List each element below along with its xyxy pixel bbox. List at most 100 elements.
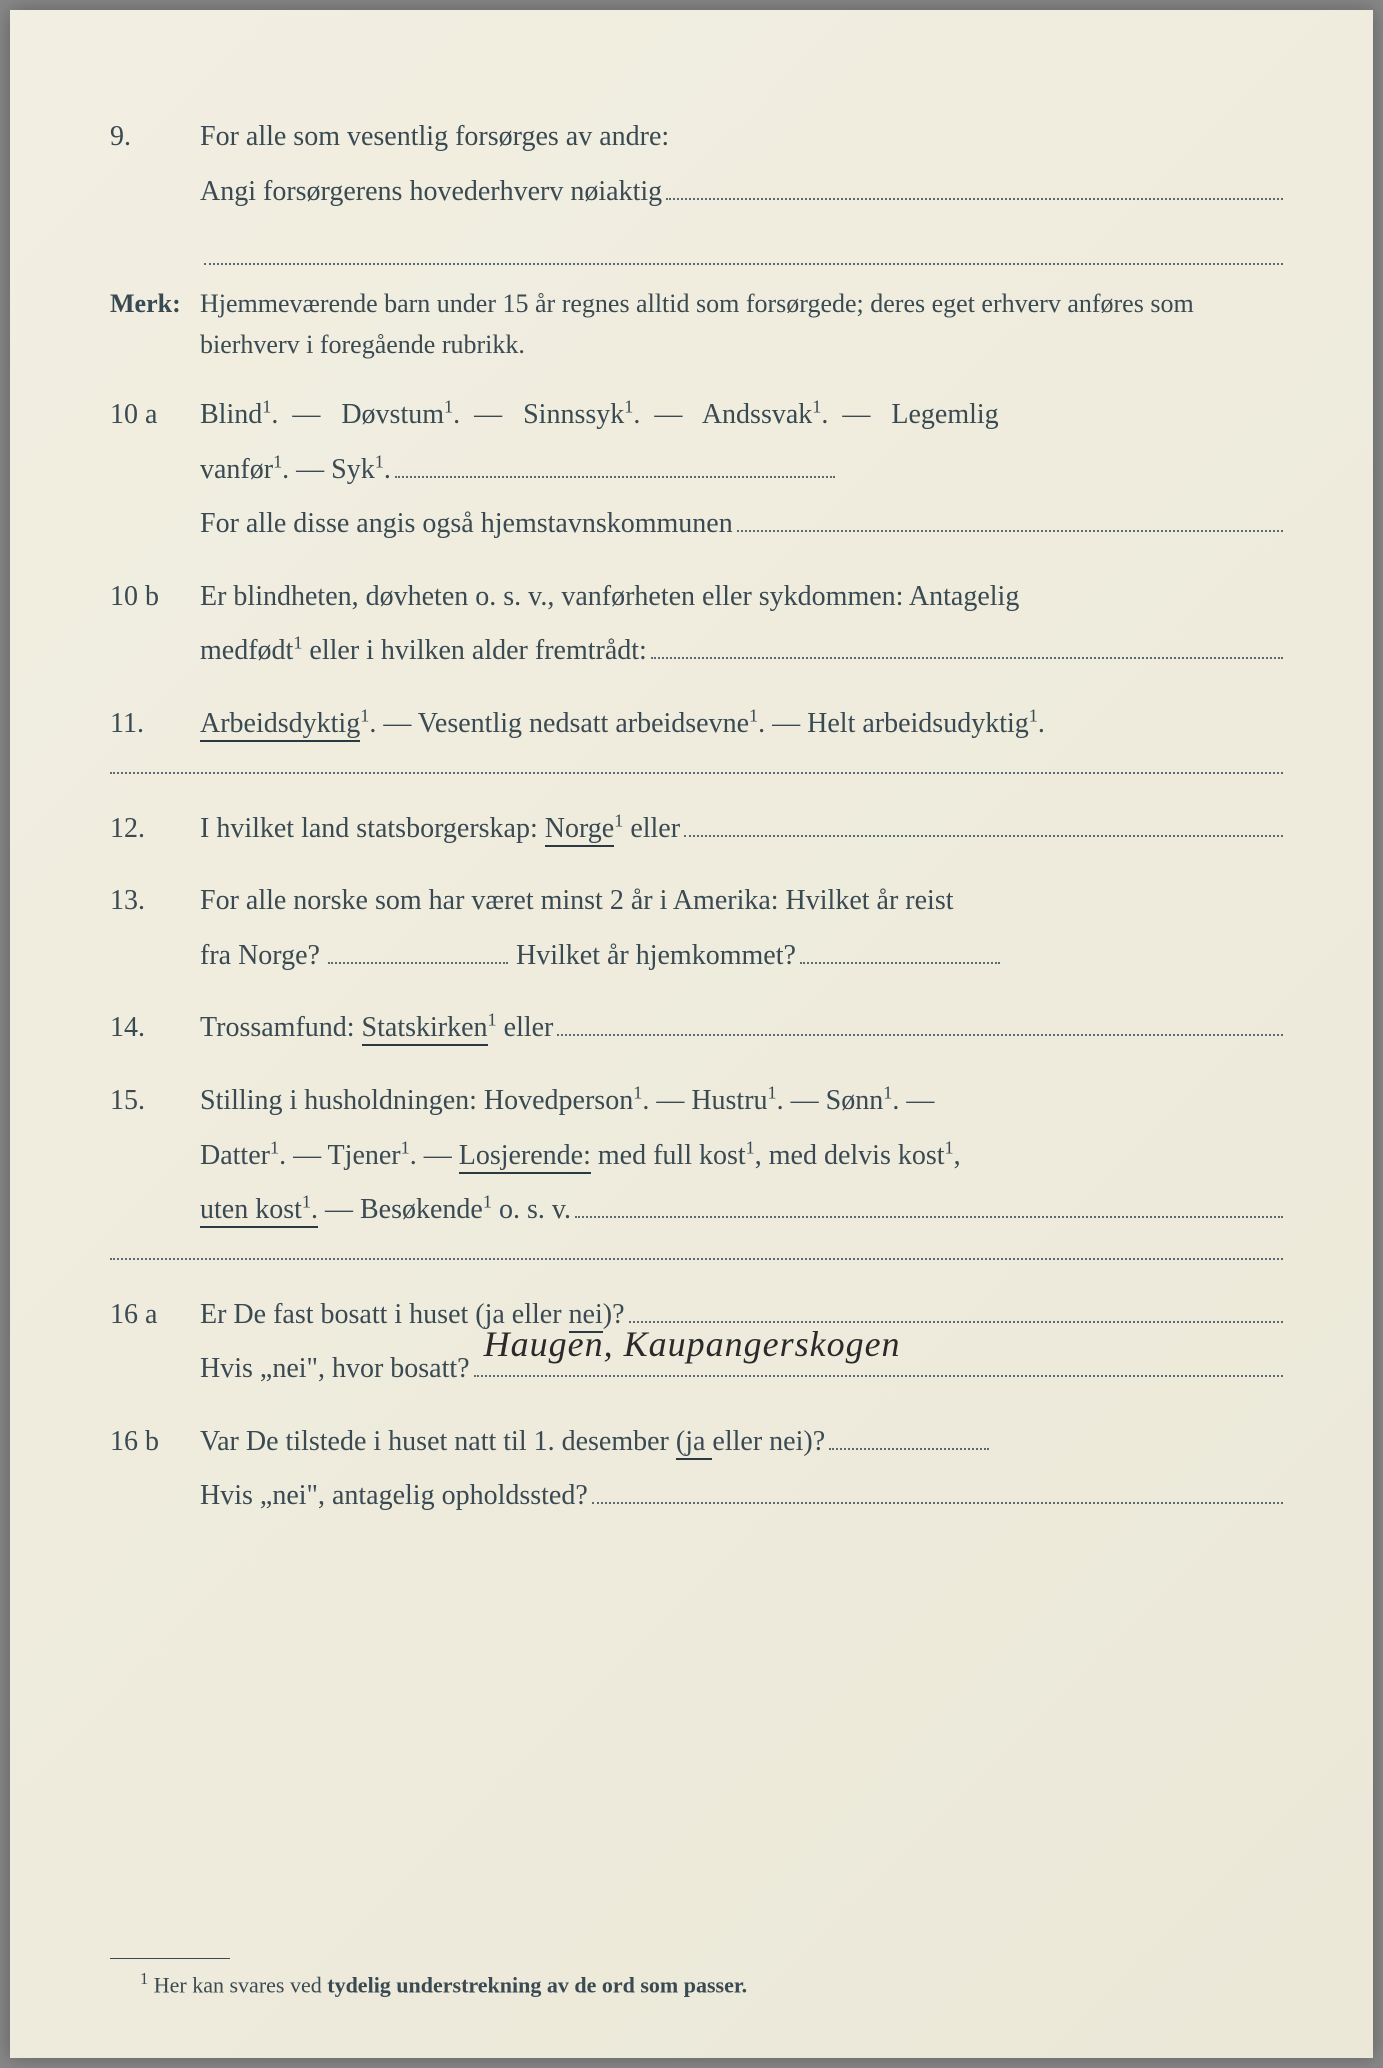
question-12: 12. I hvilket land statsborgerskap: Norg… xyxy=(110,802,1283,857)
q10a-opt1: Blind xyxy=(200,399,262,430)
fill-line xyxy=(800,930,1000,964)
q10b-line1: Er blindheten, døvheten o. s. v., vanfør… xyxy=(200,570,1283,625)
question-13: 13. For alle norske som har været minst … xyxy=(110,874,1283,983)
q16b-l1b: eller nei)? xyxy=(712,1426,825,1457)
q15-l3-text: uten kost1. — Besøkende1 o. s. v. xyxy=(200,1183,571,1238)
fill-line xyxy=(557,1003,1283,1037)
question-15: 15. Stilling i husholdningen: Hovedperso… xyxy=(110,1074,1283,1238)
q15-line1: Stilling i husholdningen: Hovedperson1. … xyxy=(200,1074,1283,1129)
footnote-text-a: Her kan svares ved xyxy=(154,1972,328,1997)
q13-line2: fra Norge? Hvilket år hjemkommet? xyxy=(200,929,1283,984)
q16b-ja-underlined: (ja xyxy=(676,1426,713,1460)
q13-hjemkommet: Hvilket år hjemkommet? xyxy=(516,929,796,984)
q16b-number: 16 b xyxy=(110,1415,200,1470)
q12-number: 12. xyxy=(110,802,200,857)
q10b-eller: eller i hvilken alder fremtrådt: xyxy=(302,635,646,666)
q9-line2-text: Angi forsørgerens hovederhverv nøiaktig xyxy=(200,165,662,220)
q12-prefix: I hvilket land statsborgerskap: xyxy=(200,813,545,844)
q14-statskirken: Statskirken xyxy=(362,1012,488,1046)
q9-line2: Angi forsørgerens hovederhverv nøiaktig xyxy=(200,165,1283,220)
footnote-area: 1 Her kan svares ved tydelig understrekn… xyxy=(110,1948,1283,1998)
q16b-line2: Hvis „nei", antagelig opholdssted? xyxy=(200,1469,1283,1524)
q15-content: Stilling i husholdningen: Hovedperson1. … xyxy=(200,1074,1283,1238)
q10a-line2: vanfør1. — Syk1. xyxy=(200,443,1283,498)
q16a-l2-text: Hvis „nei", hvor bosatt? xyxy=(200,1342,470,1397)
q15-line2: Datter1. — Tjener1. — Losjerende: med fu… xyxy=(200,1129,1283,1184)
q9-blank-line xyxy=(200,231,1283,265)
q10a-opt3: Sinnssyk xyxy=(523,399,624,430)
q15-l2e: , med delvis kost xyxy=(755,1140,945,1171)
q12-content: I hvilket land statsborgerskap: Norge1 e… xyxy=(200,802,1283,857)
q13-content: For alle norske som har været minst 2 år… xyxy=(200,874,1283,983)
footnote-sup: 1 xyxy=(140,1969,148,1988)
q15-l3b: — Besøkende xyxy=(325,1194,483,1225)
q16b-line1: Var De tilstede i huset natt til 1. dese… xyxy=(200,1415,1283,1470)
fill-line xyxy=(592,1471,1283,1505)
q16a-line2: Hvis „nei", hvor bosatt? Haugen, Kaupang… xyxy=(200,1342,1283,1397)
q11-arbeidsdyktig: Arbeidsdyktig xyxy=(200,708,360,742)
fill-line xyxy=(395,444,835,478)
section-divider xyxy=(110,772,1283,774)
q10a-vanfor: vanfør xyxy=(200,454,273,485)
q14-prefix: Trossamfund: xyxy=(200,1012,362,1043)
q14-content: Trossamfund: Statskirken1 eller xyxy=(200,1001,1283,1056)
q15-l2b: . — Tjener xyxy=(279,1140,401,1171)
q12-text: I hvilket land statsborgerskap: Norge1 e… xyxy=(200,802,680,857)
q15-l2c: . — xyxy=(410,1140,459,1171)
q12-norge: Norge xyxy=(545,813,614,847)
q13-fra-norge: fra Norge? xyxy=(200,929,320,984)
question-11: 11. Arbeidsdyktig1. — Vesentlig nedsatt … xyxy=(110,697,1283,752)
fill-line-with-handwriting: Haugen, Kaupangerskogen xyxy=(474,1344,1283,1378)
merk-text: Hjemmeværende barn under 15 år regnes al… xyxy=(200,283,1283,366)
q10a-opt2: Døvstum xyxy=(341,399,444,430)
handwritten-answer: Haugen, Kaupangerskogen xyxy=(484,1309,901,1379)
q10a-line3: For alle disse angis også hjemstavnskomm… xyxy=(200,497,1283,552)
q14-text: Trossamfund: Statskirken1 eller xyxy=(200,1001,553,1056)
question-10a: 10 a Blind1. — Døvstum1. — Sinnssyk1. — … xyxy=(110,388,1283,552)
q15-losjerende: Losjerende: xyxy=(459,1140,591,1174)
q10b-content: Er blindheten, døvheten o. s. v., vanfør… xyxy=(200,570,1283,679)
question-14: 14. Trossamfund: Statskirken1 eller xyxy=(110,1001,1283,1056)
q10a-line3-text: For alle disse angis også hjemstavnskomm… xyxy=(200,497,733,552)
question-16a: 16 a Er De fast bosatt i huset (ja eller… xyxy=(110,1288,1283,1397)
q15-uten-kost: uten kost1. xyxy=(200,1194,318,1228)
q10a-opt4: Andssvak xyxy=(702,399,812,430)
q10a-line1: Blind1. — Døvstum1. — Sinnssyk1. — Andss… xyxy=(200,388,1283,443)
q15-l3a: uten kost xyxy=(200,1194,302,1225)
q16b-content: Var De tilstede i huset natt til 1. dese… xyxy=(200,1415,1283,1524)
merk-label: Merk: xyxy=(110,283,200,325)
q10b-line2: medfødt1 eller i hvilken alder fremtrådt… xyxy=(200,624,1283,679)
q11-content: Arbeidsdyktig1. — Vesentlig nedsatt arbe… xyxy=(200,697,1283,752)
q10b-number: 10 b xyxy=(110,570,200,625)
q16a-content: Er De fast bosatt i huset (ja eller nei)… xyxy=(200,1288,1283,1397)
q15-l1a: Stilling i husholdningen: Hovedperson xyxy=(200,1085,633,1116)
q15-line3: uten kost1. — Besøkende1 o. s. v. xyxy=(200,1183,1283,1238)
fill-line xyxy=(684,803,1283,837)
fill-line xyxy=(737,499,1283,533)
question-9: 9. For alle som vesentlig forsørges av a… xyxy=(110,110,1283,265)
q10a-content: Blind1. — Døvstum1. — Sinnssyk1. — Andss… xyxy=(200,388,1283,552)
footnote-text-bold: tydelig understrekning av de ord som pas… xyxy=(327,1972,747,1997)
fill-line xyxy=(328,962,508,964)
census-form-page: 9. For alle som vesentlig forsørges av a… xyxy=(10,10,1373,2058)
fill-line xyxy=(829,1416,989,1450)
q10a-line2-text: vanfør1. — Syk1. xyxy=(200,443,391,498)
q15-l2d: med full kost xyxy=(591,1140,746,1171)
q14-suffix: eller xyxy=(504,1012,554,1043)
q15-l1d: . — xyxy=(892,1085,934,1116)
question-16b: 16 b Var De tilstede i huset natt til 1.… xyxy=(110,1415,1283,1524)
q16b-l1a: Var De tilstede i huset natt til 1. dese… xyxy=(200,1426,676,1457)
question-10b: 10 b Er blindheten, døvheten o. s. v., v… xyxy=(110,570,1283,679)
q10b-line2-text: medfødt1 eller i hvilken alder fremtrådt… xyxy=(200,624,647,679)
fill-line xyxy=(575,1185,1283,1219)
q11-mid: . — Vesentlig nedsatt arbeidsevne xyxy=(369,708,749,739)
q16b-l1-text: Var De tilstede i huset natt til 1. dese… xyxy=(200,1415,825,1470)
q12-suffix: eller xyxy=(630,813,680,844)
q9-line1: For alle som vesentlig forsørges av andr… xyxy=(200,110,1283,165)
merk-note: Merk: Hjemmeværende barn under 15 år reg… xyxy=(110,283,1283,366)
q10b-medfodt: medfødt xyxy=(200,635,293,666)
q11-end: . — Helt arbeidsudyktig xyxy=(758,708,1029,739)
q11-number: 11. xyxy=(110,697,200,752)
q16a-number: 16 a xyxy=(110,1288,200,1343)
footnote-rule xyxy=(110,1958,230,1959)
